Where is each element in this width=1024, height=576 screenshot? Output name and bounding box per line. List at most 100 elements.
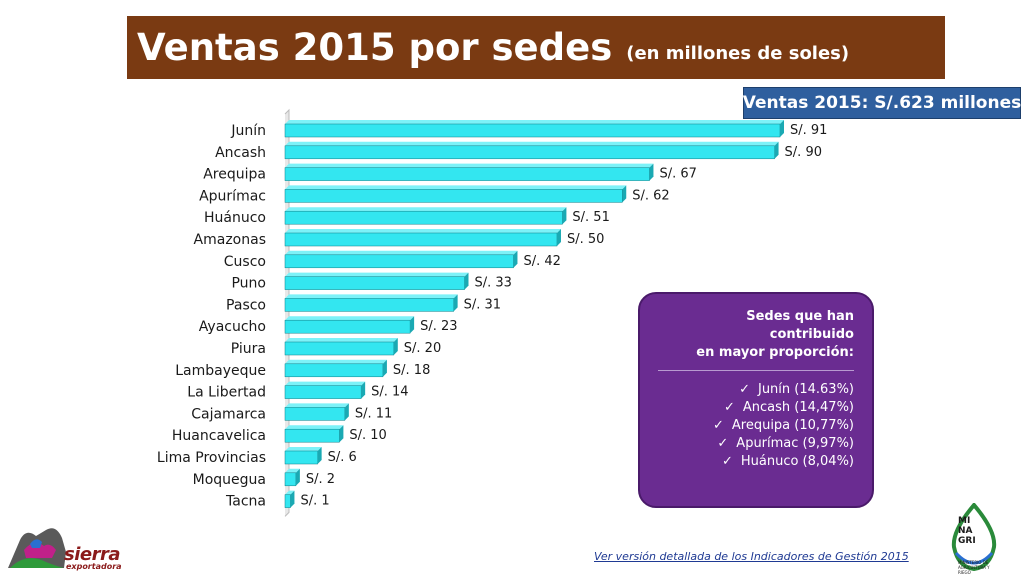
value-label: S/. 62 — [632, 188, 669, 203]
bar-12 — [284, 381, 366, 399]
list-item: ✓ Huánuco (8,04%) — [658, 453, 854, 471]
bar-front-face — [284, 167, 650, 181]
bar-side-face — [556, 229, 561, 246]
bar-front-face — [284, 494, 291, 508]
list-item-label: Apurímac (9,97%) — [736, 436, 854, 451]
minagri-line3: GRI — [958, 536, 976, 546]
info-heading-line2: en mayor proporción: — [696, 345, 854, 360]
bar-top-face — [285, 120, 784, 124]
bar-front-face — [284, 123, 781, 138]
value-label: S/. 6 — [328, 450, 357, 465]
category-label: Arequipa — [203, 167, 266, 183]
bar-top-face — [285, 468, 300, 473]
bar-top-face — [285, 207, 567, 212]
bar-side-face — [622, 185, 627, 203]
logo-sierra-text: sierra — [64, 544, 121, 565]
list-item-label: Huánuco (8,04%) — [740, 454, 854, 469]
category-label: Piura — [231, 341, 266, 357]
list-item-label: Ancash (14,47%) — [742, 400, 854, 415]
category-label: Ayacucho — [199, 319, 266, 335]
category-label: Apurímac — [199, 188, 266, 204]
list-item: ✓ Ancash (14,47%) — [658, 399, 854, 417]
bar-top-face — [285, 141, 779, 146]
value-label: S/. 20 — [404, 341, 441, 356]
category-label: Amazonas — [194, 232, 266, 248]
bar-side-face — [780, 120, 784, 137]
bar-top-face — [285, 381, 366, 386]
bar-front-face — [284, 276, 465, 290]
bar-side-face — [290, 490, 295, 508]
category-label: Tacna — [225, 494, 266, 510]
check-icon: ✓ — [721, 454, 733, 469]
value-label: S/. 90 — [785, 145, 822, 160]
bar-front-face — [284, 145, 775, 160]
bar-side-face — [562, 207, 567, 225]
title-banner: Ventas 2015 por sedes (en millones de so… — [127, 16, 945, 79]
bar-side-face — [339, 425, 344, 443]
bar-side-face — [513, 250, 518, 268]
bar-10 — [284, 338, 398, 356]
value-label: S/. 14 — [371, 385, 408, 400]
category-label: Ancash — [215, 145, 266, 161]
value-label: S/. 91 — [790, 123, 827, 138]
bar-11 — [284, 359, 387, 378]
category-label: Puno — [231, 276, 266, 292]
bar-14 — [284, 425, 344, 443]
bar-2 — [284, 163, 654, 181]
bar-side-face — [382, 359, 387, 377]
category-label: Lambayeque — [175, 363, 266, 379]
category-label: Junín — [230, 123, 266, 139]
info-heading-line1: Sedes que han contribuido — [746, 309, 854, 342]
list-item: ✓ Junín (14.63%) — [658, 381, 854, 399]
list-item-label: Junín (14.63%) — [757, 382, 854, 397]
bar-0 — [284, 120, 784, 138]
value-label: S/. 67 — [659, 167, 696, 182]
bar-17 — [284, 490, 295, 508]
bar-8 — [284, 294, 458, 312]
total-sales-badge: Ventas 2015: S/.623 millones — [743, 87, 1021, 119]
value-label: S/. 1 — [300, 494, 329, 509]
category-label: Cusco — [224, 254, 266, 270]
check-icon: ✓ — [717, 436, 729, 451]
bar-side-face — [774, 141, 779, 159]
bar-front-face — [284, 472, 297, 487]
category-label: Cajamarca — [191, 406, 266, 422]
bar-top-face — [285, 272, 469, 277]
bar-top-face — [285, 163, 654, 168]
page-subtitle: (en millones de soles) — [626, 43, 850, 64]
bar-front-face — [284, 319, 411, 334]
value-label: S/. 31 — [464, 297, 501, 312]
category-label: Huancavelica — [172, 428, 266, 444]
bar-side-face — [464, 272, 469, 290]
bar-side-face — [410, 316, 415, 334]
bar-side-face — [344, 403, 349, 421]
bar-front-face — [284, 450, 318, 465]
bar-front-face — [284, 232, 558, 247]
bar-4 — [284, 207, 567, 225]
bar-3 — [284, 185, 627, 203]
bar-front-face — [284, 298, 454, 312]
bar-top-face — [285, 447, 322, 451]
value-label: S/. 51 — [572, 210, 609, 225]
bar-front-face — [284, 254, 514, 269]
category-label: Huánuco — [204, 210, 266, 226]
bar-side-face — [317, 447, 322, 464]
minagri-logo — [951, 503, 997, 572]
bar-top-face — [285, 316, 415, 321]
category-label: Pasco — [226, 297, 266, 313]
bar-9 — [284, 316, 415, 334]
check-icon: ✓ — [739, 382, 750, 397]
detailed-indicators-link[interactable]: Ver versión detallada de los Indicadores… — [594, 550, 909, 563]
logo-exportadora-text: exportadora — [66, 562, 122, 571]
bar-front-face — [284, 341, 395, 356]
bar-6 — [284, 250, 518, 269]
bar-side-face — [361, 381, 366, 399]
list-item: ✓ Apurímac (9,97%) — [658, 435, 854, 453]
bar-7 — [284, 272, 469, 290]
bar-5 — [284, 229, 561, 247]
bar-front-face — [284, 428, 340, 443]
value-label: S/. 2 — [306, 472, 335, 487]
check-icon: ✓ — [723, 400, 735, 415]
category-label: Moquegua — [193, 472, 266, 488]
bar-13 — [284, 403, 349, 421]
